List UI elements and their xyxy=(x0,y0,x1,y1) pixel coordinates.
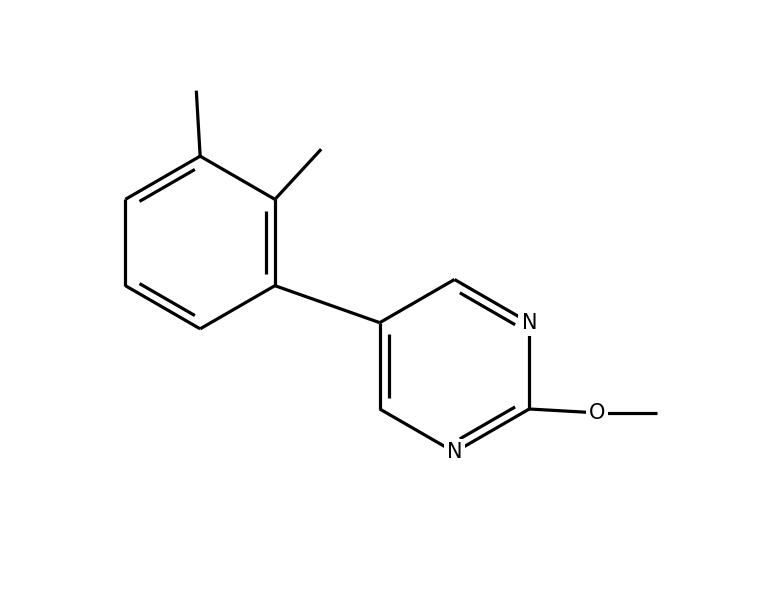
Text: N: N xyxy=(521,313,537,333)
Text: N: N xyxy=(447,442,462,462)
Text: O: O xyxy=(589,403,605,423)
